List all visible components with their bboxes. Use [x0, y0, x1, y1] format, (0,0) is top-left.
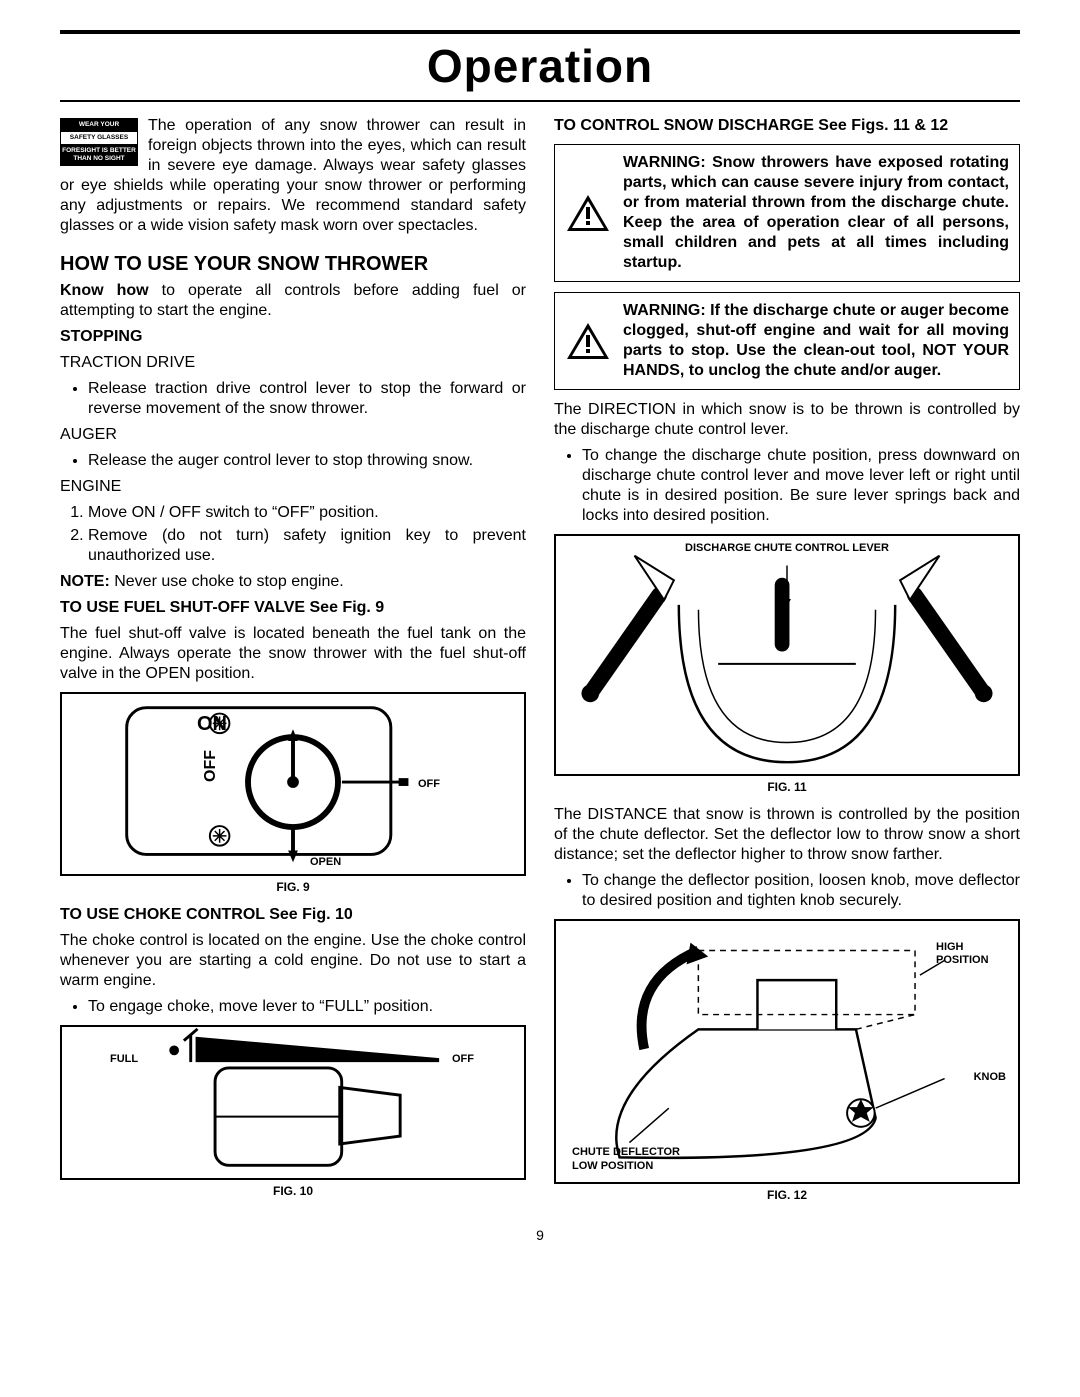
fig11-label: DISCHARGE CHUTE CONTROL LEVER [556, 542, 1018, 556]
auger-heading: AUGER [60, 425, 526, 445]
direction-text: The DIRECTION in which snow is to be thr… [554, 400, 1020, 440]
warning-icon [565, 321, 611, 361]
fig12-high-label: HIGH POSITION [936, 941, 1006, 969]
traction-list: Release traction drive control lever to … [60, 379, 526, 419]
auger-bullet: Release the auger control lever to stop … [88, 451, 526, 471]
distance-list: To change the deflector position, loosen… [554, 871, 1020, 911]
discharge-heading: TO CONTROL SNOW DISCHARGE See Figs. 11 &… [554, 116, 1020, 136]
right-column: TO CONTROL SNOW DISCHARGE See Figs. 11 &… [554, 116, 1020, 1213]
warning-box-2: WARNING: If the discharge chute or auger… [554, 292, 1020, 390]
fig10-off-label: OFF [452, 1053, 474, 1067]
fig9-off-dial-label: OFF [201, 750, 221, 782]
warning-box-1: WARNING: Snow throwers have exposed rota… [554, 144, 1020, 282]
figure-9: ON OFF OFF OPEN [60, 692, 526, 876]
content-columns: WEAR YOUR SAFETY GLASSES FORESIGHT IS BE… [60, 116, 1020, 1213]
fig10-full-label: FULL [110, 1053, 138, 1067]
warning-2-text: WARNING: If the discharge chute or auger… [623, 302, 1009, 379]
badge-bot: FORESIGHT IS BETTER THAN NO SIGHT [61, 145, 137, 165]
fig12-caption: FIG. 12 [554, 1188, 1020, 1203]
choke-bullet: To engage choke, move lever to “FULL” po… [88, 997, 526, 1017]
fuel-valve-text: The fuel shut-off valve is located benea… [60, 624, 526, 684]
safety-glasses-badge: WEAR YOUR SAFETY GLASSES FORESIGHT IS BE… [60, 118, 138, 167]
direction-bullet: To change the discharge chute position, … [582, 446, 1020, 526]
intro-block: WEAR YOUR SAFETY GLASSES FORESIGHT IS BE… [60, 116, 526, 242]
auger-list: Release the auger control lever to stop … [60, 451, 526, 471]
traction-bullet: Release traction drive control lever to … [88, 379, 526, 419]
note-rest: Never use choke to stop engine. [110, 573, 344, 590]
know-how-label: Know how [60, 282, 149, 299]
traction-heading: TRACTION DRIVE [60, 353, 526, 373]
choke-text: The choke control is located on the engi… [60, 931, 526, 991]
left-column: WEAR YOUR SAFETY GLASSES FORESIGHT IS BE… [60, 116, 526, 1213]
distance-bullet: To change the deflector position, loosen… [582, 871, 1020, 911]
fig9-off-label: OFF [418, 778, 440, 792]
know-how-para: Know how to operate all controls before … [60, 281, 526, 321]
fig11-svg [556, 536, 1018, 774]
fig9-svg [62, 694, 524, 874]
rule-bottom [60, 100, 1020, 102]
figure-12: HIGH POSITION KNOB CHUTE DEFLECTOR LOW P… [554, 919, 1020, 1184]
distance-text: The DISTANCE that snow is thrown is cont… [554, 805, 1020, 865]
badge-mid: SAFETY GLASSES [61, 131, 137, 145]
fig9-open-label: OPEN [310, 856, 341, 870]
stopping-heading: STOPPING [60, 327, 526, 347]
fuel-valve-heading: TO USE FUEL SHUT-OFF VALVE See Fig. 9 [60, 598, 526, 618]
choke-list: To engage choke, move lever to “FULL” po… [60, 997, 526, 1017]
choke-heading: TO USE CHOKE CONTROL See Fig. 10 [60, 905, 526, 925]
badge-top: WEAR YOUR [61, 119, 137, 131]
warning-icon [565, 193, 611, 233]
page-number: 9 [60, 1227, 1020, 1245]
fig12-low-label: CHUTE DEFLECTOR LOW POSITION [572, 1146, 692, 1174]
engine-heading: ENGINE [60, 477, 526, 497]
fig12-knob-label: KNOB [974, 1071, 1006, 1085]
engine-step-1: Move ON / OFF switch to “OFF” position. [88, 503, 526, 523]
page-title: Operation [60, 36, 1020, 100]
fig11-caption: FIG. 11 [554, 780, 1020, 795]
figure-10: FULL OFF [60, 1025, 526, 1180]
engine-list: Move ON / OFF switch to “OFF” position. … [60, 503, 526, 566]
engine-step-2: Remove (do not turn) safety ignition key… [88, 526, 526, 566]
warning-1-text: WARNING: Snow throwers have exposed rota… [623, 154, 1009, 271]
how-to-use-heading: HOW TO USE YOUR SNOW THROWER [60, 252, 526, 277]
fig9-caption: FIG. 9 [60, 880, 526, 895]
direction-list: To change the discharge chute position, … [554, 446, 1020, 526]
fig10-caption: FIG. 10 [60, 1184, 526, 1199]
choke-note: NOTE: Never use choke to stop engine. [60, 572, 526, 592]
fig10-svg [62, 1027, 524, 1178]
figure-11: DISCHARGE CHUTE CONTROL LEVER [554, 534, 1020, 776]
rule-top [60, 30, 1020, 34]
fig9-on-label: ON [197, 712, 227, 737]
note-label: NOTE: [60, 573, 110, 590]
